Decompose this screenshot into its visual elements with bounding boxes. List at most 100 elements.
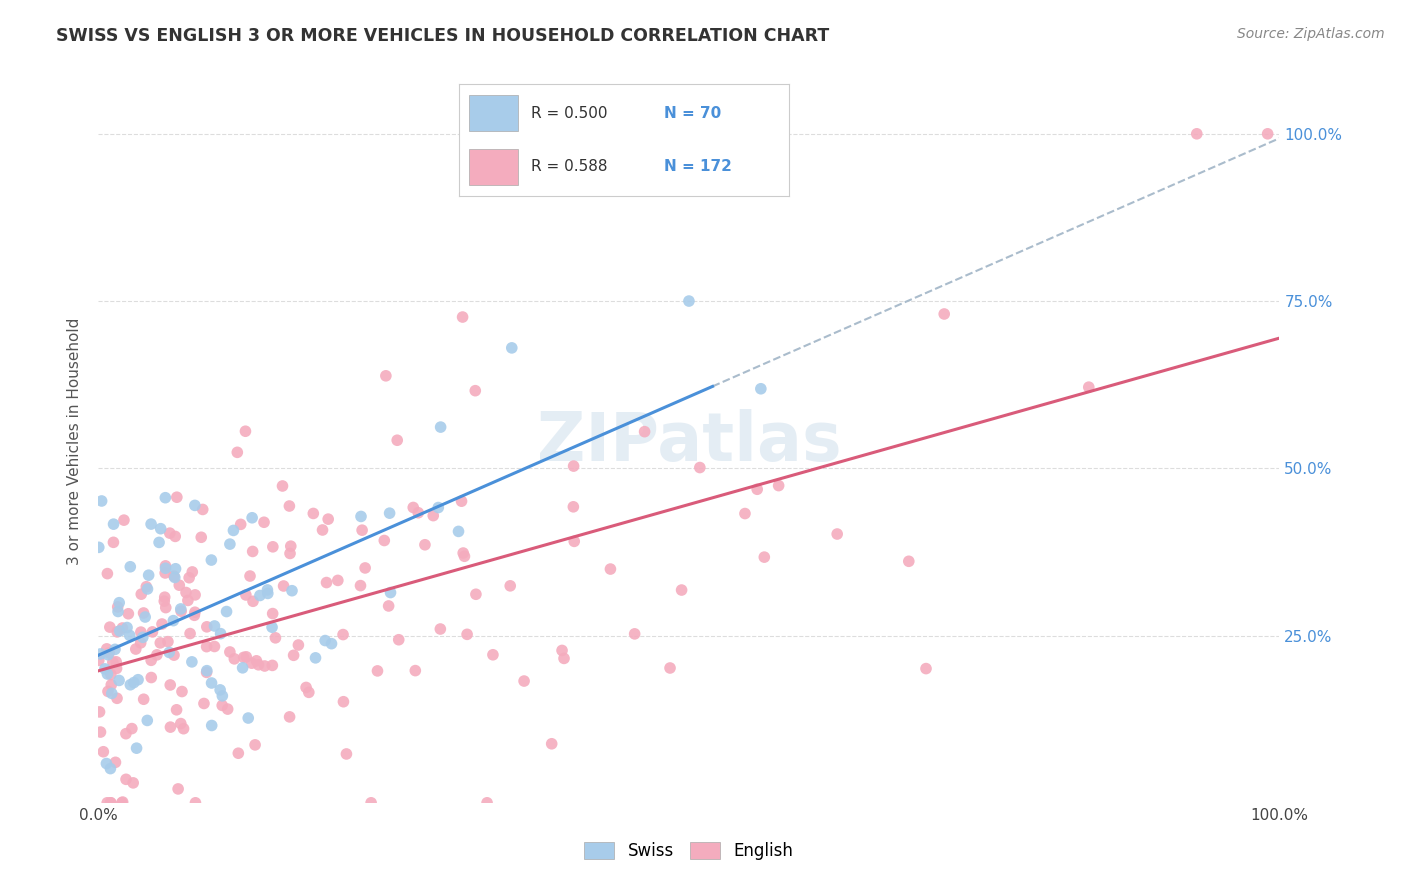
English [235,424,257,438]
English [551,643,574,657]
English [111,621,134,635]
English [132,692,155,706]
Text: ZIPatlas: ZIPatlas [537,409,841,475]
English [204,640,226,654]
English [897,554,920,568]
English [232,650,254,665]
English [174,585,197,599]
English [456,627,478,641]
Swiss [240,510,263,524]
Swiss [101,686,124,700]
English [406,506,429,520]
English [453,549,475,564]
English [100,667,122,681]
Swiss [501,341,523,355]
English [373,533,395,548]
English [98,620,121,634]
English [184,796,207,810]
English [278,546,301,560]
English [173,722,195,736]
English [96,796,118,810]
Swiss [122,675,145,690]
English [217,702,239,716]
Swiss [125,741,148,756]
English [101,655,124,669]
English [247,657,270,672]
Swiss [209,682,232,697]
English [226,445,249,459]
English [262,540,284,554]
Swiss [201,718,224,732]
English [132,606,155,620]
English [103,535,125,549]
English [623,627,645,641]
English [562,459,585,474]
English [149,636,172,650]
English [93,745,115,759]
English [326,574,349,588]
English [166,490,188,504]
English [224,652,246,666]
Legend: Swiss, English: Swiss, English [578,835,800,867]
English [122,776,145,790]
English [100,796,122,810]
English [105,655,128,669]
English [167,781,190,796]
Swiss [211,689,233,703]
English [211,698,233,713]
English [283,648,305,663]
Swiss [380,585,402,599]
Swiss [314,633,336,648]
English [915,662,938,676]
English [287,638,309,652]
English [169,578,191,592]
English [166,703,188,717]
English [747,483,769,497]
Y-axis label: 3 or more Vehicles in Household: 3 or more Vehicles in Household [67,318,83,566]
English [159,526,181,541]
Swiss [138,568,160,582]
English [540,737,562,751]
English [159,720,181,734]
English [499,579,522,593]
Swiss [222,524,245,538]
Swiss [256,586,278,600]
English [129,636,152,650]
English [153,566,176,580]
Swiss [157,645,180,659]
English [240,656,263,670]
English [193,697,215,711]
Swiss [155,491,177,505]
English [374,368,396,383]
English [388,632,411,647]
Swiss [238,711,260,725]
English [117,607,139,621]
Swiss [184,499,207,513]
English [89,725,111,739]
English [155,558,177,573]
Swiss [155,561,177,575]
Swiss [139,517,162,532]
English [464,587,486,601]
English [179,626,201,640]
Swiss [378,506,401,520]
English [278,499,301,513]
English [159,678,181,692]
English [235,649,257,664]
English [156,634,179,648]
English [298,685,321,699]
Swiss [209,626,232,640]
English [146,648,169,662]
English [245,654,267,668]
English [633,425,655,439]
English [181,565,204,579]
Swiss [89,647,111,661]
English [96,566,118,581]
Swiss [149,522,172,536]
English [335,747,357,761]
Swiss [96,756,118,771]
English [295,681,318,695]
English [464,384,486,398]
English [360,796,382,810]
Swiss [170,602,193,616]
